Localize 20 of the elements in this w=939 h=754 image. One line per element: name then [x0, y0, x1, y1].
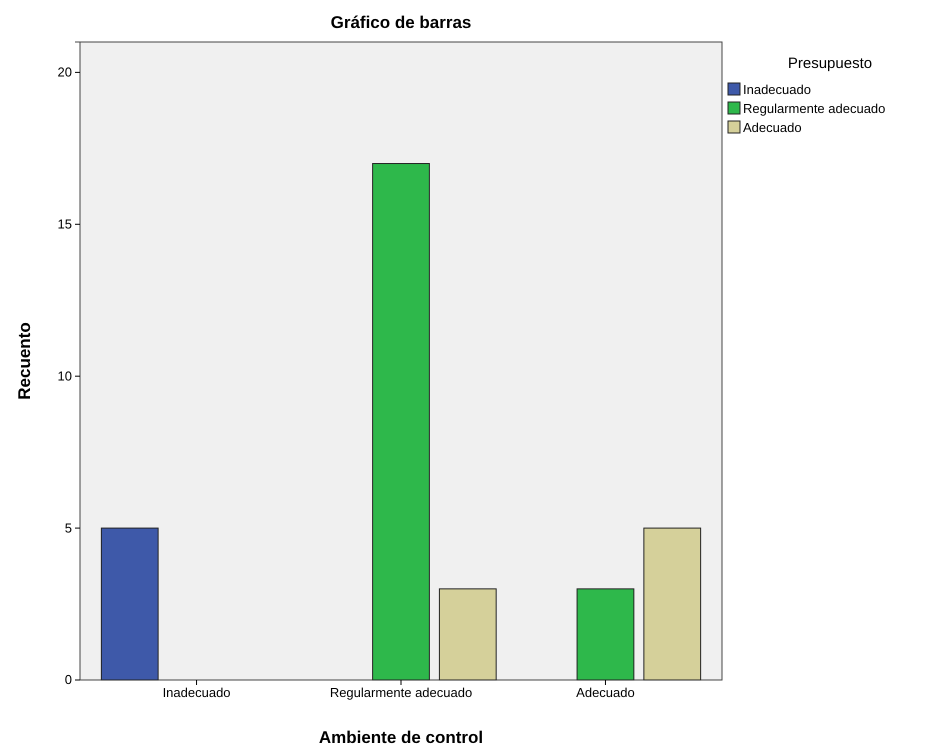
x-tick-label: Inadecuado — [162, 685, 231, 700]
y-axis-title: Recuento — [15, 322, 34, 400]
legend-label: Inadecuado — [743, 82, 811, 97]
y-tick-label: 0 — [64, 672, 72, 688]
bar — [576, 588, 634, 680]
x-tick-label: Adecuado — [576, 685, 635, 700]
y-tick-label: 15 — [58, 216, 72, 232]
y-tick-label: 10 — [58, 368, 72, 384]
legend-label: Regularmente adecuado — [743, 101, 886, 116]
legend-label: Adecuado — [743, 120, 802, 135]
bar — [372, 163, 430, 680]
y-tick-label: 5 — [64, 520, 72, 536]
bar — [438, 588, 497, 680]
x-tick-label: Regularmente adecuado — [330, 685, 472, 700]
chart-title: Gráfico de barras — [330, 13, 472, 32]
bar — [643, 528, 702, 680]
y-tick-label: 20 — [58, 64, 72, 80]
legend-title: Presupuesto — [788, 55, 872, 72]
bar — [100, 528, 159, 680]
x-axis-title: Ambiente de control — [318, 728, 484, 747]
